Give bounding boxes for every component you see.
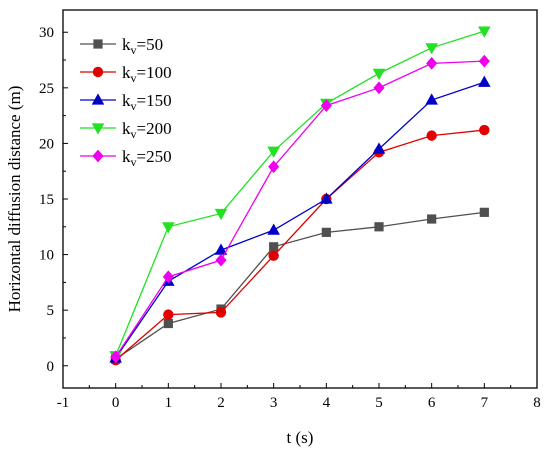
data-point	[427, 214, 437, 224]
y-tick-label: 0	[47, 359, 55, 375]
data-point	[163, 318, 173, 329]
x-tick-label: 4	[323, 395, 331, 411]
legend-item: kv=100	[80, 63, 172, 85]
data-point	[320, 99, 332, 113]
data-point	[425, 43, 438, 55]
y-tick-label: 20	[39, 136, 54, 152]
legend-item: kv=150	[80, 91, 172, 113]
x-axis-label: t (s)	[287, 428, 314, 447]
legend-label: kv=200	[122, 119, 172, 141]
y-tick-label: 15	[39, 192, 54, 208]
data-point	[372, 68, 386, 80]
legend-marker	[92, 66, 104, 78]
data-point	[267, 146, 280, 158]
legend: kv=50 kv=100 kv=150 kv=200 kv=250	[80, 35, 172, 169]
legend-label: kv=150	[122, 91, 172, 113]
series-line	[115, 60, 485, 358]
data-point	[479, 124, 490, 136]
data-point	[426, 130, 437, 141]
series-line	[115, 129, 485, 361]
y-axis-label: Horizontal diffusion distance (m)	[5, 86, 24, 313]
series-line	[115, 211, 485, 360]
x-tick-label: 7	[481, 395, 489, 411]
data-point	[214, 208, 228, 221]
data-point	[478, 75, 491, 87]
axes: -1 0 1 2 3 4 5 6 7 8 0 5 10 15 20 25 30	[39, 25, 541, 411]
x-tick-label: 6	[428, 395, 436, 411]
data-point	[162, 270, 174, 284]
y-tick-label: 25	[39, 81, 54, 97]
data-point	[268, 250, 279, 261]
x-tick-label: 3	[270, 395, 278, 411]
legend-label: kv=100	[122, 63, 172, 85]
legend-label: kv=50	[122, 35, 163, 57]
data-point	[269, 242, 279, 252]
data-point	[215, 253, 227, 267]
x-tick-label: 0	[112, 395, 120, 411]
x-tick-label: 2	[217, 395, 225, 411]
legend-marker	[92, 149, 104, 163]
series-k250	[110, 54, 490, 364]
data-point	[162, 222, 175, 234]
legend-marker	[91, 123, 105, 135]
x-tick-label: 8	[533, 395, 541, 411]
data-point	[320, 192, 333, 204]
data-point	[110, 350, 122, 364]
legend-item: kv=200	[80, 119, 172, 141]
legend-item: kv=250	[80, 147, 172, 169]
series-line	[115, 81, 485, 359]
data-point	[163, 309, 174, 320]
series-layer	[109, 26, 491, 366]
data-point	[321, 227, 331, 237]
data-point	[425, 93, 438, 105]
data-point	[374, 222, 384, 232]
x-tick-label: -1	[57, 395, 70, 411]
y-tick-label: 30	[39, 25, 54, 41]
data-point	[426, 56, 438, 70]
data-point	[373, 81, 385, 95]
series-line	[115, 30, 485, 357]
data-point	[268, 160, 280, 174]
y-tick-label: 10	[39, 248, 54, 264]
data-point	[372, 142, 386, 154]
x-tick-label: 5	[375, 395, 383, 411]
legend-label: kv=250	[122, 147, 172, 169]
data-point	[479, 207, 489, 217]
x-tick-label: 1	[165, 395, 173, 411]
legend-marker	[91, 93, 105, 105]
legend-item: kv=50	[80, 35, 163, 57]
data-point	[478, 26, 491, 38]
data-point	[215, 307, 227, 318]
data-point	[267, 223, 280, 235]
legend-marker	[93, 39, 103, 49]
data-point	[478, 54, 490, 68]
y-tick-label: 5	[47, 303, 55, 319]
